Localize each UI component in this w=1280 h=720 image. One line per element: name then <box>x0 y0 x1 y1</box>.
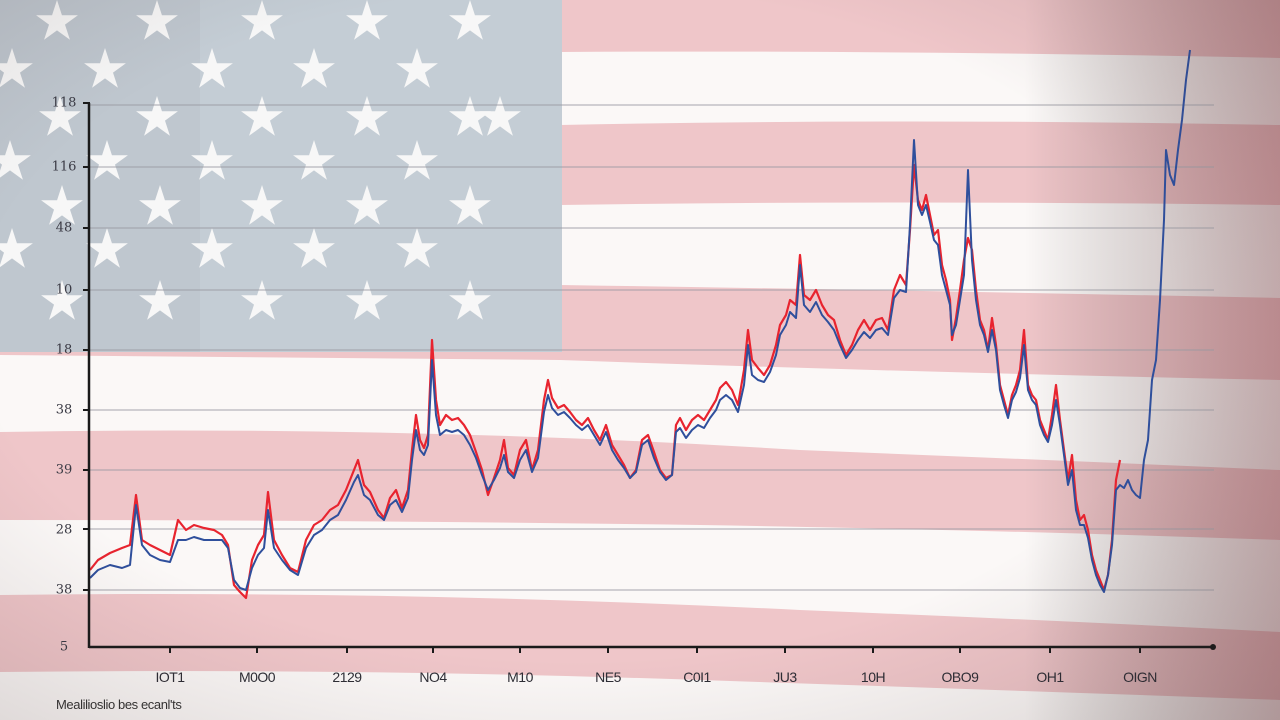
y-tick-label: 38 <box>55 402 73 418</box>
x-tick-label: JU3 <box>773 669 797 685</box>
chart-axes <box>87 103 1216 650</box>
x-tick-label: NE5 <box>595 669 621 685</box>
x-tick-label: IOT1 <box>155 669 185 685</box>
y-tick-label: 10 <box>55 282 73 298</box>
y-tick-label: 118 <box>51 95 77 111</box>
y-tick-label: 28 <box>55 522 73 538</box>
y-tick-label: 38 <box>55 582 73 598</box>
chart-caption: Mealilioslio bes ecanl'ts <box>56 697 182 712</box>
x-tick-label: M10 <box>507 669 533 685</box>
series-blue-line <box>89 49 1191 593</box>
x-axis-ticks <box>169 647 1141 653</box>
chart-gridlines <box>89 104 1214 591</box>
y-tick-label: 48 <box>55 220 73 236</box>
x-tick-label: 2129 <box>332 669 362 685</box>
y-axis-ticks <box>83 102 90 591</box>
series-red-line <box>89 163 1122 600</box>
y-tick-label: 18 <box>55 342 73 358</box>
x-tick-label: OBO9 <box>941 669 979 685</box>
x-tick-label: C0I1 <box>683 669 711 685</box>
x-tick-label: NO4 <box>419 669 447 685</box>
x-tick-label: OIGN <box>1123 669 1157 685</box>
y-tick-label: 39 <box>55 462 73 478</box>
y-tick-label: 5 <box>59 639 69 655</box>
x-tick-label: OH1 <box>1036 669 1064 685</box>
y-tick-label: 116 <box>51 159 77 175</box>
x-tick-label: 10H <box>860 669 886 685</box>
x-tick-label: M0O0 <box>238 669 276 685</box>
